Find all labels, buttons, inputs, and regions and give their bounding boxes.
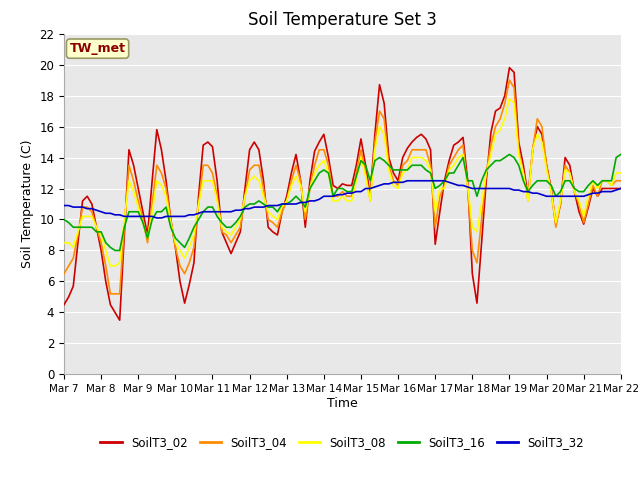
- Title: Soil Temperature Set 3: Soil Temperature Set 3: [248, 11, 437, 29]
- Text: TW_met: TW_met: [70, 42, 125, 55]
- Y-axis label: Soil Temperature (C): Soil Temperature (C): [20, 140, 34, 268]
- Legend: SoilT3_02, SoilT3_04, SoilT3_08, SoilT3_16, SoilT3_32: SoilT3_02, SoilT3_04, SoilT3_08, SoilT3_…: [96, 432, 589, 454]
- X-axis label: Time: Time: [327, 397, 358, 410]
